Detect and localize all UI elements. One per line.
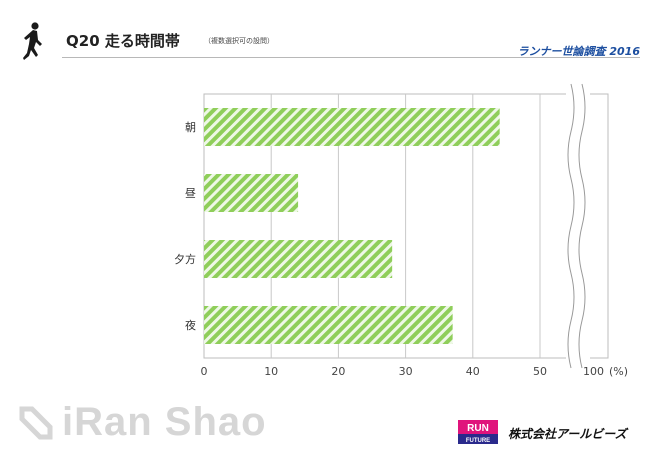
x-unit-label: (%) xyxy=(609,365,628,378)
watermark-text: iRan Shao xyxy=(62,400,267,444)
x-tick-label: 10 xyxy=(264,365,278,378)
category-label: 夜 xyxy=(185,318,196,332)
x-tick-label: 0 xyxy=(201,365,208,378)
axis-break-line xyxy=(567,83,575,369)
company-name: 株式会社アールビーズ xyxy=(508,427,627,441)
page-title: Q20 走る時間帯 xyxy=(66,32,180,50)
category-label: 昼 xyxy=(185,187,196,200)
x-tick-label: 20 xyxy=(331,365,345,378)
category-label: 夕方 xyxy=(174,252,196,266)
survey-label: ランナー世論調査 2016 xyxy=(517,45,640,58)
bar-3 xyxy=(204,240,393,278)
x-tick-label: 100 xyxy=(583,365,604,378)
header-divider xyxy=(62,57,640,58)
runner-icon xyxy=(23,22,42,60)
x-tick-label: 30 xyxy=(399,365,413,378)
svg-text:RUN: RUN xyxy=(467,423,489,434)
axis-break-line xyxy=(578,83,586,369)
page-subtitle: （複数選択可の設問） xyxy=(204,37,274,45)
bar-2 xyxy=(204,174,299,212)
bar-4 xyxy=(204,306,453,344)
category-label: 朝 xyxy=(185,121,196,134)
x-tick-label: 50 xyxy=(533,365,547,378)
axis-break-gap xyxy=(566,84,590,370)
svg-text:FUTURE: FUTURE xyxy=(466,438,490,444)
bar-1 xyxy=(204,108,500,146)
watermark-icon xyxy=(19,406,53,439)
watermark: iRan Shao xyxy=(18,400,267,445)
x-tick-label: 40 xyxy=(466,365,480,378)
run-future-logo: RUN FUTURE xyxy=(458,420,498,444)
